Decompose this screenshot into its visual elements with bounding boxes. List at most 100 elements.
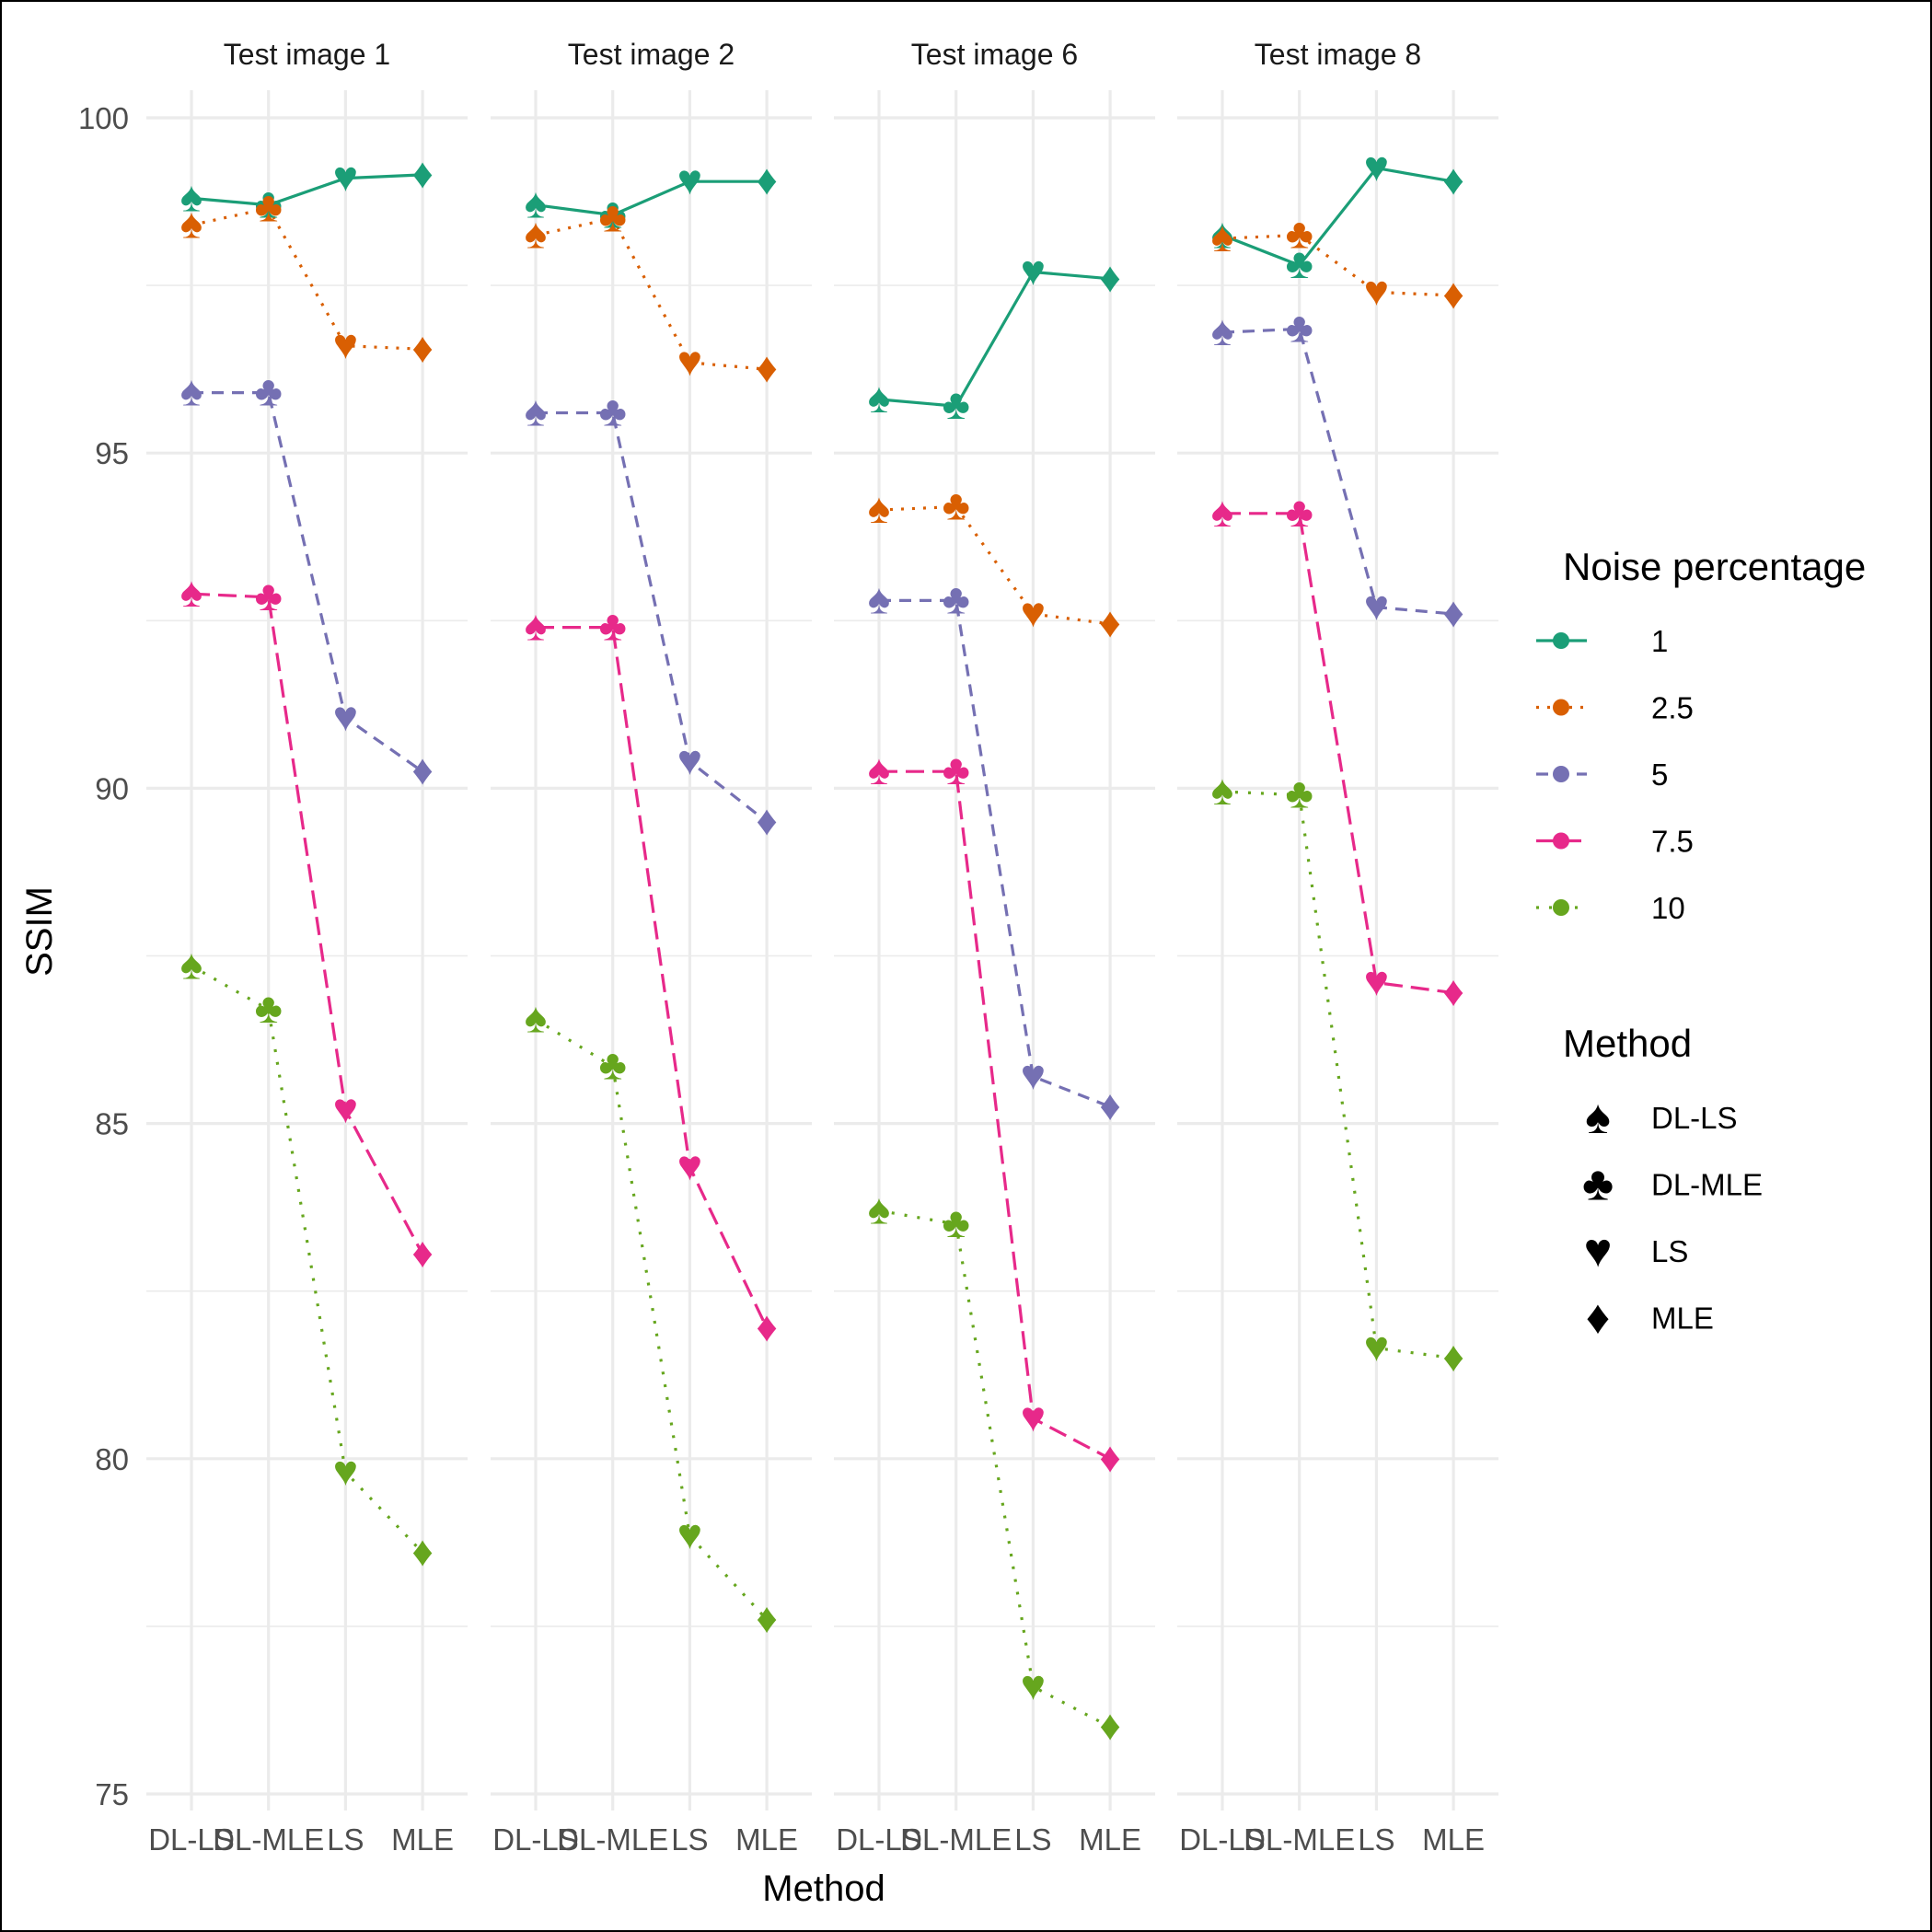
y-tick-label-95: 95 xyxy=(95,436,129,470)
point-test-image-8-noise-5-dl-ls: ♠ xyxy=(1211,307,1233,354)
panel-title-test-image-1: Test image 1 xyxy=(224,38,390,71)
point-test-image-1-noise-5-dl-mle: ♣ xyxy=(255,367,283,415)
point-test-image-1-noise-10-dl-mle: ♣ xyxy=(255,984,283,1032)
point-test-image-1-noise-1-ls: ♥ xyxy=(333,153,358,201)
point-test-image-1-noise-2-5-ls: ♥ xyxy=(333,320,358,368)
legend-noise-dot-7-5 xyxy=(1553,832,1569,850)
point-test-image-2-noise-7-5-dl-mle: ♣ xyxy=(599,602,627,650)
series-line-test-image-2-noise-1 xyxy=(535,179,768,217)
legend-method-spade-icon: ♠ xyxy=(1585,1091,1611,1144)
legend-method-diamond-icon: ♦ xyxy=(1586,1291,1611,1345)
y-tick-label-85: 85 xyxy=(95,1107,129,1141)
series-line-test-image-8-noise-1 xyxy=(1221,166,1454,268)
point-test-image-6-noise-2-5-dl-mle: ♣ xyxy=(943,480,970,528)
grid-layer xyxy=(146,90,1498,1811)
point-test-image-1-noise-1-dl-ls: ♠ xyxy=(180,172,202,220)
legend-noise-label-10: 10 xyxy=(1651,891,1685,925)
legend-noise-dot-10 xyxy=(1553,899,1569,916)
x-tick-label-dl-ls: DL-LS xyxy=(148,1822,235,1857)
x-tick-label-ls: LS xyxy=(1014,1822,1051,1857)
series-line-test-image-1-noise-2-5 xyxy=(191,206,423,351)
x-tick-label-ls: LS xyxy=(671,1822,708,1857)
legend-noise-dot-5 xyxy=(1553,766,1569,782)
series-line-test-image-2-noise-2-5 xyxy=(535,216,768,371)
legend-method-title: Method xyxy=(1563,1022,1692,1065)
point-test-image-2-noise-2-5-dl-mle: ♣ xyxy=(599,192,627,240)
point-test-image-8-noise-1-ls: ♥ xyxy=(1364,143,1389,191)
legend-method-club-icon: ♣ xyxy=(1582,1158,1614,1211)
point-test-image-1-noise-7-5-ls: ♥ xyxy=(333,1084,358,1132)
x-tick-label-dl-mle: DL-MLE xyxy=(557,1822,668,1857)
point-test-image-6-noise-2-5-dl-ls: ♠ xyxy=(868,484,890,532)
point-test-image-8-noise-10-dl-ls: ♠ xyxy=(1211,766,1233,814)
point-test-image-1-noise-1-dl-mle: ♣ xyxy=(255,179,283,227)
point-test-image-6-noise-1-mle: ♦ xyxy=(1099,253,1120,301)
point-test-image-2-noise-1-mle: ♦ xyxy=(756,156,777,203)
point-test-image-6-noise-1-dl-ls: ♠ xyxy=(868,374,890,422)
point-test-image-1-noise-7-5-mle: ♦ xyxy=(411,1229,433,1277)
point-test-image-8-noise-2-5-dl-ls: ♠ xyxy=(1211,213,1233,260)
legend-method-label-dl-mle: DL-MLE xyxy=(1651,1168,1763,1202)
point-test-image-8-noise-10-dl-mle: ♣ xyxy=(1286,769,1313,817)
point-test-image-8-noise-1-dl-mle: ♣ xyxy=(1286,239,1313,287)
point-test-image-1-noise-7-5-dl-mle: ♣ xyxy=(255,572,283,619)
point-test-image-6-noise-10-mle: ♦ xyxy=(1099,1701,1120,1749)
series-line-test-image-2-noise-10 xyxy=(535,1018,769,1621)
point-test-image-1-noise-5-ls: ♥ xyxy=(333,692,358,740)
point-test-image-6-noise-10-dl-ls: ♠ xyxy=(868,1185,890,1232)
point-test-image-1-noise-1-mle: ♦ xyxy=(411,149,433,197)
point-test-image-2-noise-5-ls: ♥ xyxy=(677,735,702,783)
point-test-image-8-noise-1-dl-ls: ♠ xyxy=(1211,209,1233,257)
legend-method-heart-icon: ♥ xyxy=(1584,1224,1613,1278)
legend-noise-dot-2-5 xyxy=(1553,699,1569,716)
series-line-test-image-1-noise-5 xyxy=(191,391,424,773)
x-tick-label-dl-ls: DL-LS xyxy=(1179,1822,1266,1857)
panel-title-test-image-6: Test image 6 xyxy=(911,38,1078,71)
point-test-image-1-noise-2-5-mle: ♦ xyxy=(411,323,433,371)
point-test-image-2-noise-10-dl-mle: ♣ xyxy=(599,1041,627,1089)
point-test-image-8-noise-7-5-mle: ♦ xyxy=(1442,967,1463,1015)
x-tick-label-mle: MLE xyxy=(391,1822,454,1857)
x-tick-label-dl-ls: DL-LS xyxy=(492,1822,579,1857)
x-tick-label-mle: MLE xyxy=(1422,1822,1485,1857)
x-tick-label-dl-mle: DL-MLE xyxy=(1244,1822,1355,1857)
legend-noise-percentage: Noise percentage 1 2.5 5 7.5 10 xyxy=(1536,545,1866,925)
point-test-image-1-noise-2-5-dl-ls: ♠ xyxy=(180,200,202,248)
x-tick-label-dl-ls: DL-LS xyxy=(836,1822,922,1857)
legend-noise-title: Noise percentage xyxy=(1563,545,1866,588)
legend-noise-label-7-5: 7.5 xyxy=(1651,825,1694,859)
point-test-image-2-noise-10-dl-ls: ♠ xyxy=(525,994,547,1042)
point-test-image-2-noise-7-5-dl-ls: ♠ xyxy=(525,602,547,650)
point-test-image-1-noise-2-5-dl-mle: ♣ xyxy=(255,182,283,230)
series-line-test-image-8-noise-10 xyxy=(1221,790,1454,1360)
point-test-image-2-noise-10-ls: ♥ xyxy=(677,1510,702,1558)
point-test-image-6-noise-10-dl-mle: ♣ xyxy=(943,1198,970,1246)
point-test-image-6-noise-1-ls: ♥ xyxy=(1021,247,1046,295)
point-test-image-2-noise-5-dl-mle: ♣ xyxy=(599,387,627,434)
legend-method-label-mle: MLE xyxy=(1651,1301,1714,1336)
panel-title-test-image-2: Test image 2 xyxy=(568,38,735,71)
point-test-image-8-noise-7-5-dl-mle: ♣ xyxy=(1286,488,1313,536)
series-line-test-image-8-noise-7-5 xyxy=(1222,512,1454,995)
y-tick-label-75: 75 xyxy=(95,1777,129,1811)
x-tick-label-ls: LS xyxy=(327,1822,364,1857)
y-tick-label-80: 80 xyxy=(95,1442,129,1476)
series-line-test-image-6-noise-7-5 xyxy=(879,769,1111,1461)
point-test-image-6-noise-2-5-mle: ♦ xyxy=(1099,598,1120,646)
series-layer: ♠ ♣ ♥ ♦ ♠ ♣ ♥ ♦ ♠ ♣ ♥ ♦ ♠ ♣ ♥ ♦ ♠ ♣ ♥ ♦ ♠ ♣ ♥ ♦ ♠ ♣ ♥ ♦ ♠ ♣ ♥ ♦ ♠ ♣ ♥ ♦ ♠ ♣ ♥ ♦… xyxy=(180,143,1464,1750)
x-tick-label-dl-mle: DL-MLE xyxy=(213,1822,324,1857)
point-test-image-6-noise-5-dl-ls: ♠ xyxy=(868,574,890,622)
point-test-image-8-noise-10-mle: ♦ xyxy=(1442,1333,1463,1381)
legend-method: Method ♠ DL-LS ♣ DL-MLE ♥ LS ♦ MLE xyxy=(1563,1022,1763,1345)
point-test-image-1-noise-10-dl-ls: ♠ xyxy=(180,940,202,988)
series-line-test-image-6-noise-10 xyxy=(878,1209,1111,1729)
x-tick-label-dl-mle: DL-MLE xyxy=(900,1822,1012,1857)
legend-method-label-dl-ls: DL-LS xyxy=(1651,1101,1738,1135)
series-line-test-image-1-noise-7-5 xyxy=(191,592,424,1255)
point-test-image-8-noise-2-5-ls: ♥ xyxy=(1364,266,1389,314)
point-test-image-2-noise-2-5-mle: ♦ xyxy=(756,343,777,391)
point-test-image-8-noise-5-mle: ♦ xyxy=(1442,588,1463,636)
